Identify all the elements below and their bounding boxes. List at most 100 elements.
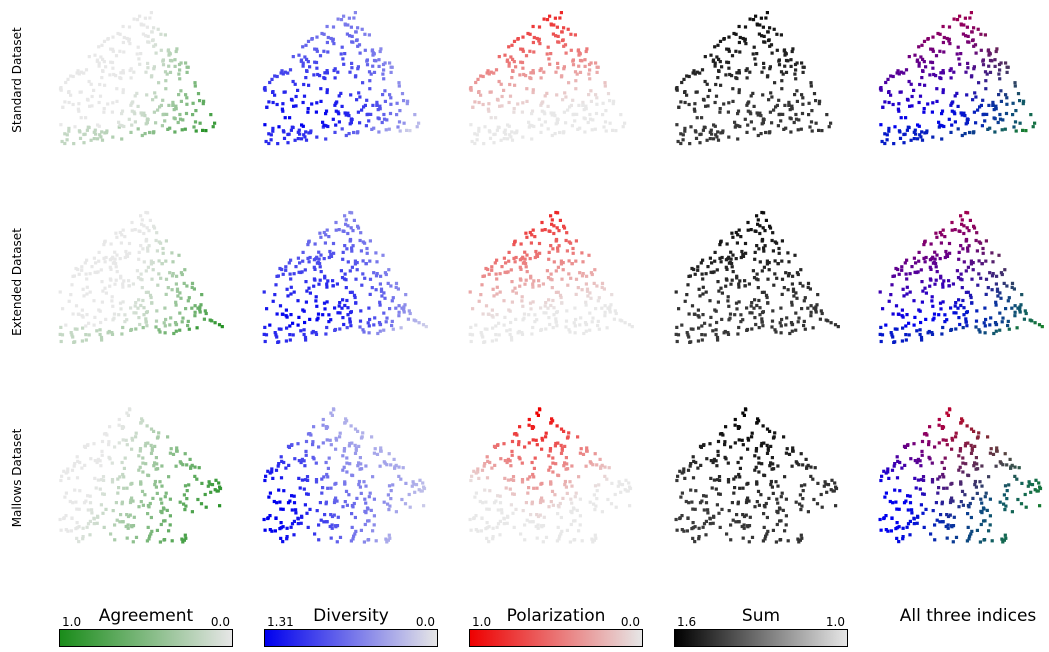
scatter-point: [290, 522, 295, 526]
scatter-point: [923, 239, 927, 243]
scatter-point: [555, 93, 559, 97]
scatter-point: [340, 104, 344, 108]
scatter-point: [741, 318, 745, 322]
colorbar-min-agreement: 1.0: [62, 615, 82, 629]
scatter-point: [1006, 319, 1010, 323]
scatter-point: [164, 87, 168, 91]
colorbar-title-diversity: Diversity: [313, 606, 389, 626]
colorbar-max-agreement: 0.0: [210, 615, 230, 629]
scatter-point: [884, 80, 888, 85]
scatter-point: [506, 515, 510, 519]
scatter-point: [58, 290, 62, 294]
scatter-point: [563, 479, 567, 484]
scatter-point: [700, 116, 704, 120]
scatter-point: [920, 449, 924, 453]
scatter-point: [958, 449, 962, 453]
panel-1-3: [674, 210, 840, 344]
scatter-point: [583, 117, 587, 121]
scatter-point: [108, 73, 112, 77]
scatter-point: [102, 492, 106, 496]
scatter-point: [548, 229, 552, 233]
scatter-point: [546, 104, 550, 108]
scatter-point: [762, 211, 766, 215]
scatter-point: [773, 81, 777, 85]
scatter-point: [937, 120, 941, 124]
scatter-point: [318, 278, 322, 282]
scatter-point: [743, 25, 748, 29]
scatter-point: [288, 272, 292, 276]
scatter-point: [790, 49, 794, 54]
scatter-point: [879, 123, 883, 127]
scatter-point: [538, 500, 543, 505]
scatter-point: [288, 333, 292, 337]
scatter-point: [603, 84, 607, 88]
scatter-point: [302, 94, 307, 98]
scatter-point: [511, 57, 515, 61]
scatter-point: [304, 478, 308, 482]
scatter-point: [146, 66, 150, 70]
scatter-point: [510, 76, 514, 80]
scatter-point: [985, 508, 989, 512]
scatter-point: [783, 103, 787, 107]
scatter-point: [974, 467, 978, 471]
scatter-point: [313, 242, 317, 246]
scatter-point: [510, 130, 514, 134]
scatter-point: [975, 528, 979, 532]
scatter-point: [914, 486, 918, 490]
scatter-point: [119, 513, 123, 517]
scatter-point: [307, 83, 311, 87]
scatter-point: [297, 459, 301, 463]
scatter-point: [819, 309, 823, 313]
scatter-point: [349, 539, 353, 543]
scatter-point: [561, 261, 565, 265]
scatter-point: [943, 320, 947, 324]
scatter-point: [892, 464, 896, 468]
scatter-point: [817, 102, 821, 106]
scatter-point: [998, 328, 1002, 332]
scatter-point: [502, 256, 506, 260]
scatter-point: [384, 320, 388, 324]
scatter-point: [753, 250, 757, 254]
scatter-point: [64, 514, 68, 518]
scatter-point: [398, 129, 402, 133]
scatter-point: [552, 260, 556, 264]
scatter-point: [378, 323, 382, 327]
scatter-point: [165, 72, 169, 76]
scatter-point: [732, 491, 736, 495]
scatter-point: [262, 332, 266, 336]
scatter-point: [960, 133, 964, 138]
scatter-point: [374, 251, 378, 255]
scatter-point: [578, 514, 582, 518]
scatter-point: [142, 313, 146, 317]
scatter-point: [747, 282, 751, 286]
scatter-point: [917, 124, 921, 128]
scatter-point: [347, 114, 351, 118]
scatter-point: [490, 268, 494, 272]
scatter-point: [121, 282, 125, 286]
scatter-point: [981, 113, 985, 117]
scatter-point: [575, 72, 579, 76]
scatter-point: [755, 421, 759, 425]
scatter-point: [300, 515, 304, 519]
scatter-point: [598, 457, 602, 461]
scatter-point: [929, 242, 933, 246]
scatter-point: [123, 313, 127, 317]
scatter-point: [820, 505, 824, 509]
scatter-point: [606, 497, 610, 502]
scatter-point: [263, 123, 267, 127]
scatter-point: [576, 435, 580, 439]
scatter-point: [274, 516, 278, 520]
scatter-point: [829, 121, 833, 125]
scatter-point: [422, 504, 426, 508]
scatter-point: [347, 16, 351, 20]
scatter-point: [574, 87, 578, 91]
scatter-point: [490, 314, 494, 318]
scatter-point: [504, 261, 508, 265]
scatter-point: [752, 306, 756, 310]
scatter-point: [760, 441, 764, 446]
scatter-point: [779, 33, 783, 37]
scatter-point: [965, 25, 969, 29]
scatter-point: [478, 499, 482, 504]
scatter-point: [509, 464, 513, 468]
scatter-point: [1018, 305, 1022, 309]
